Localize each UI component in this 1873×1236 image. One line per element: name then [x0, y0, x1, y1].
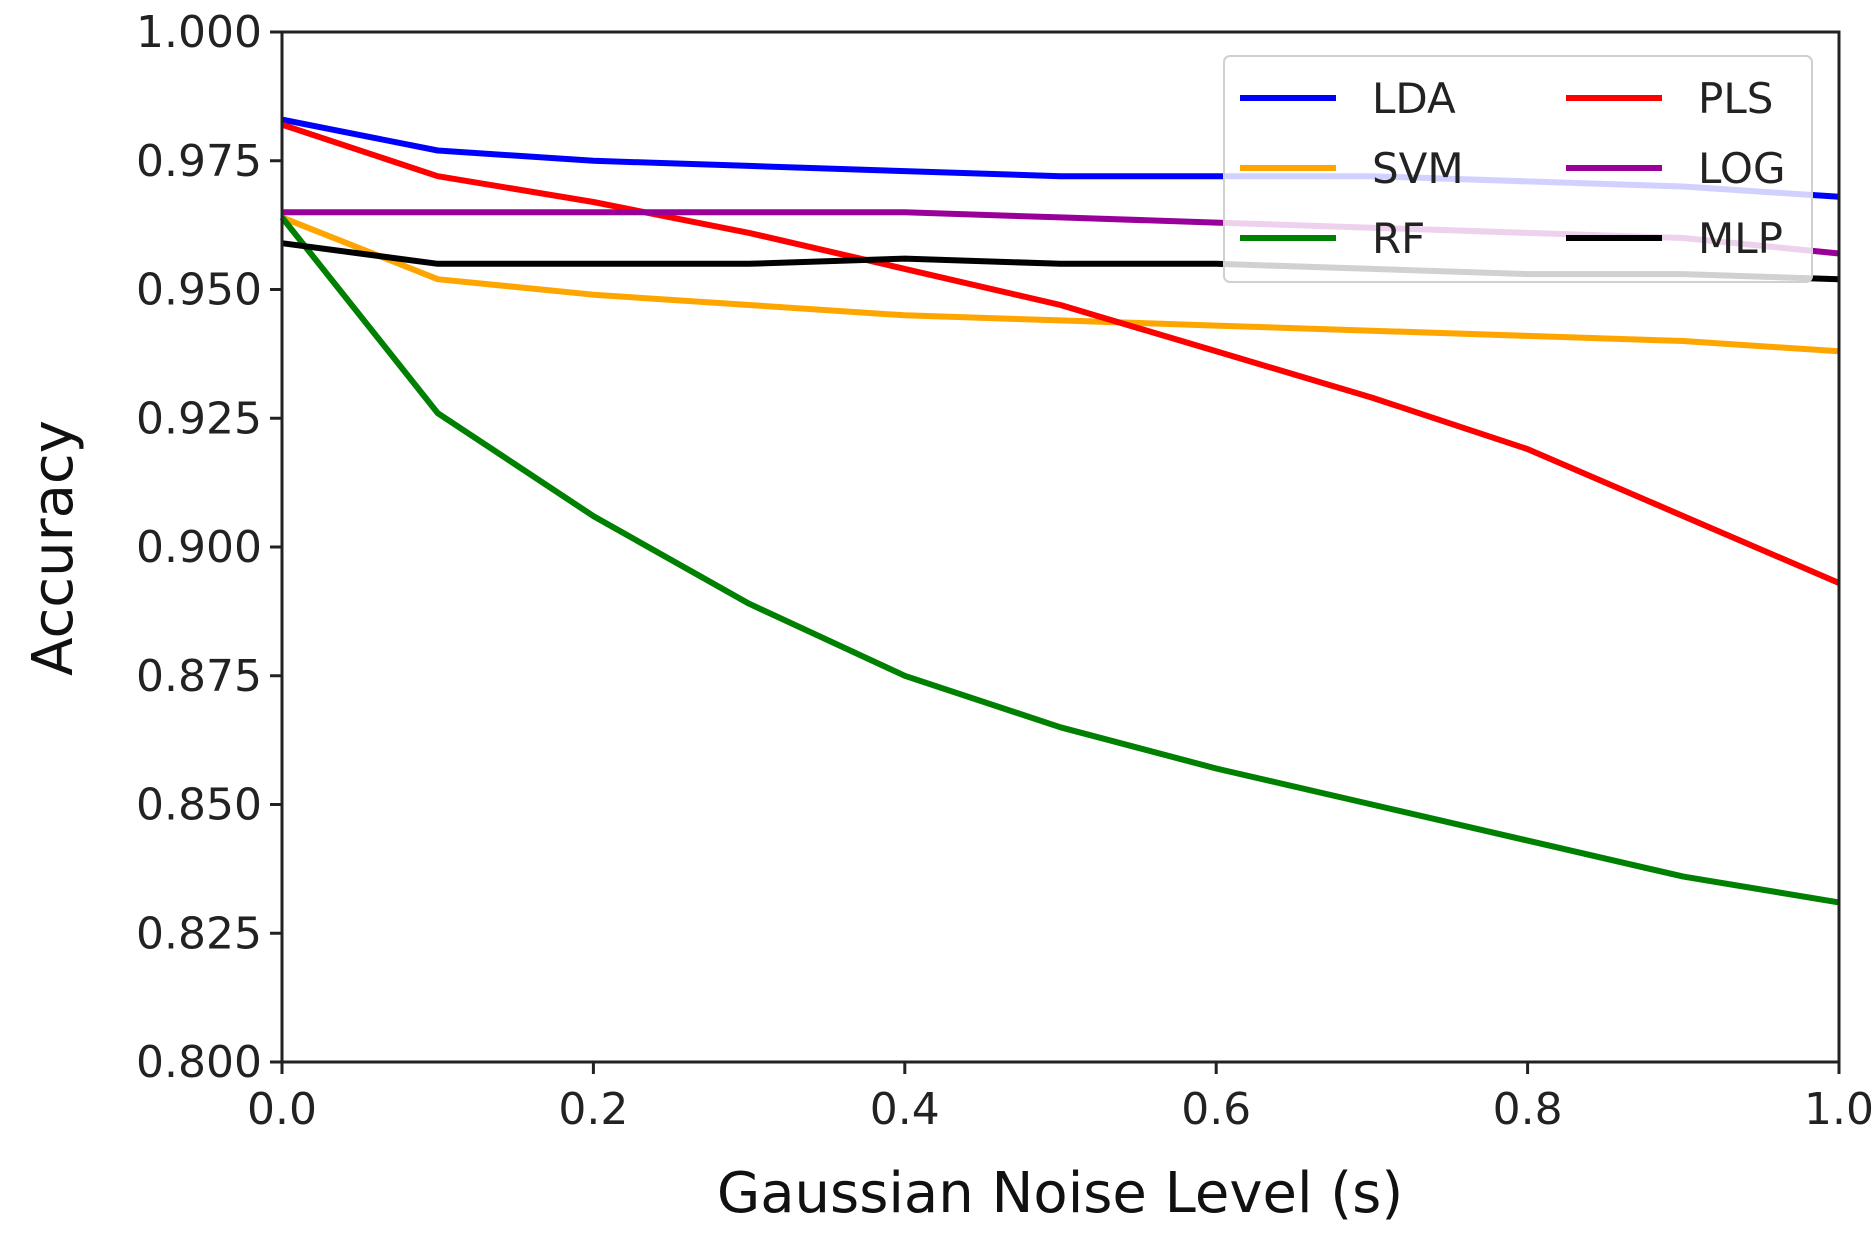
y-tick-label: 0.925 — [136, 393, 262, 444]
x-tick-label: 0.2 — [558, 1084, 628, 1135]
legend-label-pls: PLS — [1698, 74, 1773, 123]
x-axis-ticks: 0.0 0.2 0.4 0.6 0.8 1.0 — [247, 1062, 1873, 1135]
series-line-rf — [279, 215, 1840, 906]
x-axis-label: Gaussian Noise Level (s) — [717, 1161, 1403, 1226]
y-tick-label: 0.875 — [136, 651, 262, 702]
y-tick-label: 0.900 — [136, 522, 262, 573]
y-tick-label: 1.000 — [136, 7, 262, 58]
y-axis-ticks: 0.800 0.825 0.850 0.875 0.900 0.925 0.950 0.975… — [136, 7, 282, 1088]
legend-label-log: LOG — [1698, 144, 1786, 193]
plot-area-frame — [280, 30, 1841, 1064]
y-axis-label: Accuracy — [21, 420, 86, 676]
legend-label-mlp: MLP — [1698, 214, 1783, 263]
legend-label-rf: RF — [1372, 214, 1425, 263]
legend-box — [1223, 55, 1813, 283]
x-tick-label: 0.8 — [1493, 1084, 1563, 1135]
legend-label-svm: SVM — [1372, 144, 1464, 193]
x-tick-label: 0.4 — [870, 1084, 940, 1135]
y-tick-label: 0.950 — [136, 265, 262, 316]
legend-label-lda: LDA — [1372, 74, 1456, 123]
series-lines — [279, 116, 1841, 906]
x-tick-label: 0.0 — [247, 1084, 317, 1135]
y-tick-label: 0.800 — [136, 1037, 262, 1088]
y-tick-label: 0.850 — [136, 780, 262, 831]
y-tick-label: 0.975 — [136, 136, 262, 187]
x-tick-label: 0.6 — [1181, 1084, 1251, 1135]
series-line-svm — [280, 214, 1840, 355]
x-tick-label: 1.0 — [1804, 1084, 1873, 1135]
legend: LDA SVM RF PLS LOG MLP — [1223, 55, 1813, 283]
y-tick-label: 0.825 — [136, 908, 262, 959]
series-line-pls — [281, 121, 1841, 586]
